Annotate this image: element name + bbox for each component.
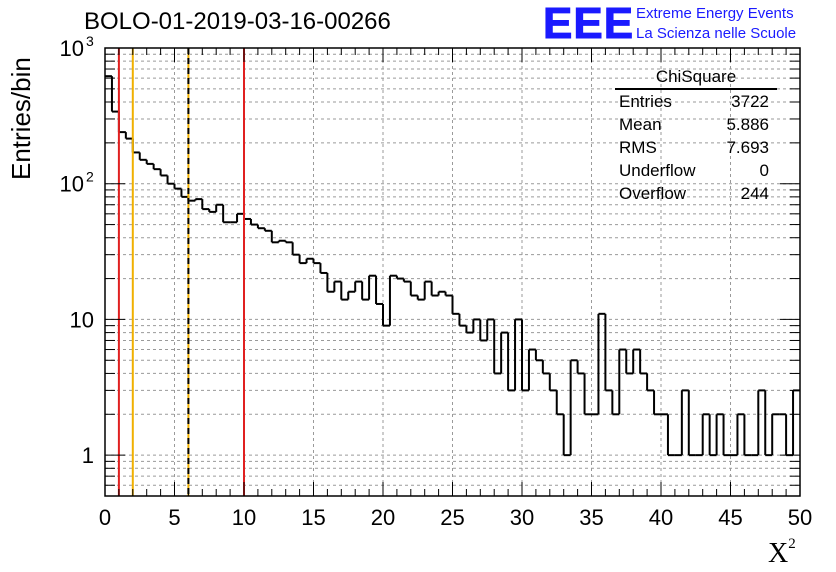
logo-line-1: Extreme Energy Events xyxy=(636,5,794,22)
x-tick-label: 50 xyxy=(788,505,812,530)
y-tick-label: 10 xyxy=(70,307,94,332)
x-tick-label: 10 xyxy=(232,505,256,530)
x-tick-label: 5 xyxy=(168,505,180,530)
run-title: BOLO-01-2019-03-16-00266 xyxy=(84,8,391,35)
x-tick-label: 25 xyxy=(440,505,464,530)
grid-lines xyxy=(105,48,800,496)
stats-title: ChiSquare xyxy=(615,66,777,90)
stats-row-rms: RMS 7.693 xyxy=(611,136,777,159)
stats-row-entries: Entries 3722 xyxy=(611,90,777,113)
stats-row-underflow: Underflow 0 xyxy=(611,159,777,182)
x-tick-label: 20 xyxy=(371,505,395,530)
logo-line-2: La Scienza nelle Scuole xyxy=(636,25,797,42)
y-tick-label-exponent: 3 xyxy=(86,33,94,49)
stats-value: 3722 xyxy=(731,92,769,111)
stats-row-mean: Mean 5.886 xyxy=(611,113,777,136)
stats-label: Overflow xyxy=(619,184,687,203)
x-tick-label: 40 xyxy=(649,505,673,530)
x-axis-title: X2 xyxy=(768,535,796,570)
x-axis-ticks: 0 5 10 15 20 25 30 35 40 45 50 xyxy=(99,48,812,530)
stats-row-overflow: Overflow 244 xyxy=(611,182,777,205)
stats-label: Entries xyxy=(619,92,672,111)
stats-value: 5.886 xyxy=(726,115,769,134)
y-tick-label: 1 xyxy=(82,443,94,468)
stats-box: ChiSquare Entries 3722 Mean 5.886 RMS 7.693… xyxy=(611,66,777,205)
threshold-lines xyxy=(117,48,245,496)
x-tick-label: 45 xyxy=(718,505,742,530)
y-tick-label: 10 xyxy=(60,172,84,197)
y-axis-title: Entries/bin xyxy=(6,57,36,180)
y-axis-title-wrap: Entries/bin xyxy=(6,57,40,190)
x-axis-title-sup: 2 xyxy=(788,535,796,552)
stats-value: 7.693 xyxy=(726,138,769,157)
stats-value: 0 xyxy=(759,161,769,180)
x-axis-title-text: X xyxy=(768,538,789,569)
x-tick-label: 30 xyxy=(510,505,534,530)
stats-value: 244 xyxy=(740,184,769,203)
x-tick-label: 0 xyxy=(99,505,111,530)
x-tick-label: 35 xyxy=(579,505,603,530)
y-tick-label-exponent: 2 xyxy=(86,169,94,185)
y-tick-label: 10 xyxy=(60,36,84,61)
stats-label: Underflow xyxy=(619,161,696,180)
logo-mark: EEE xyxy=(542,0,635,48)
stats-label: Mean xyxy=(619,115,662,134)
eee-logo: EEE Extreme Energy Events La Scienza nel… xyxy=(542,0,833,48)
stats-label: RMS xyxy=(619,138,657,157)
x-tick-label: 15 xyxy=(301,505,325,530)
